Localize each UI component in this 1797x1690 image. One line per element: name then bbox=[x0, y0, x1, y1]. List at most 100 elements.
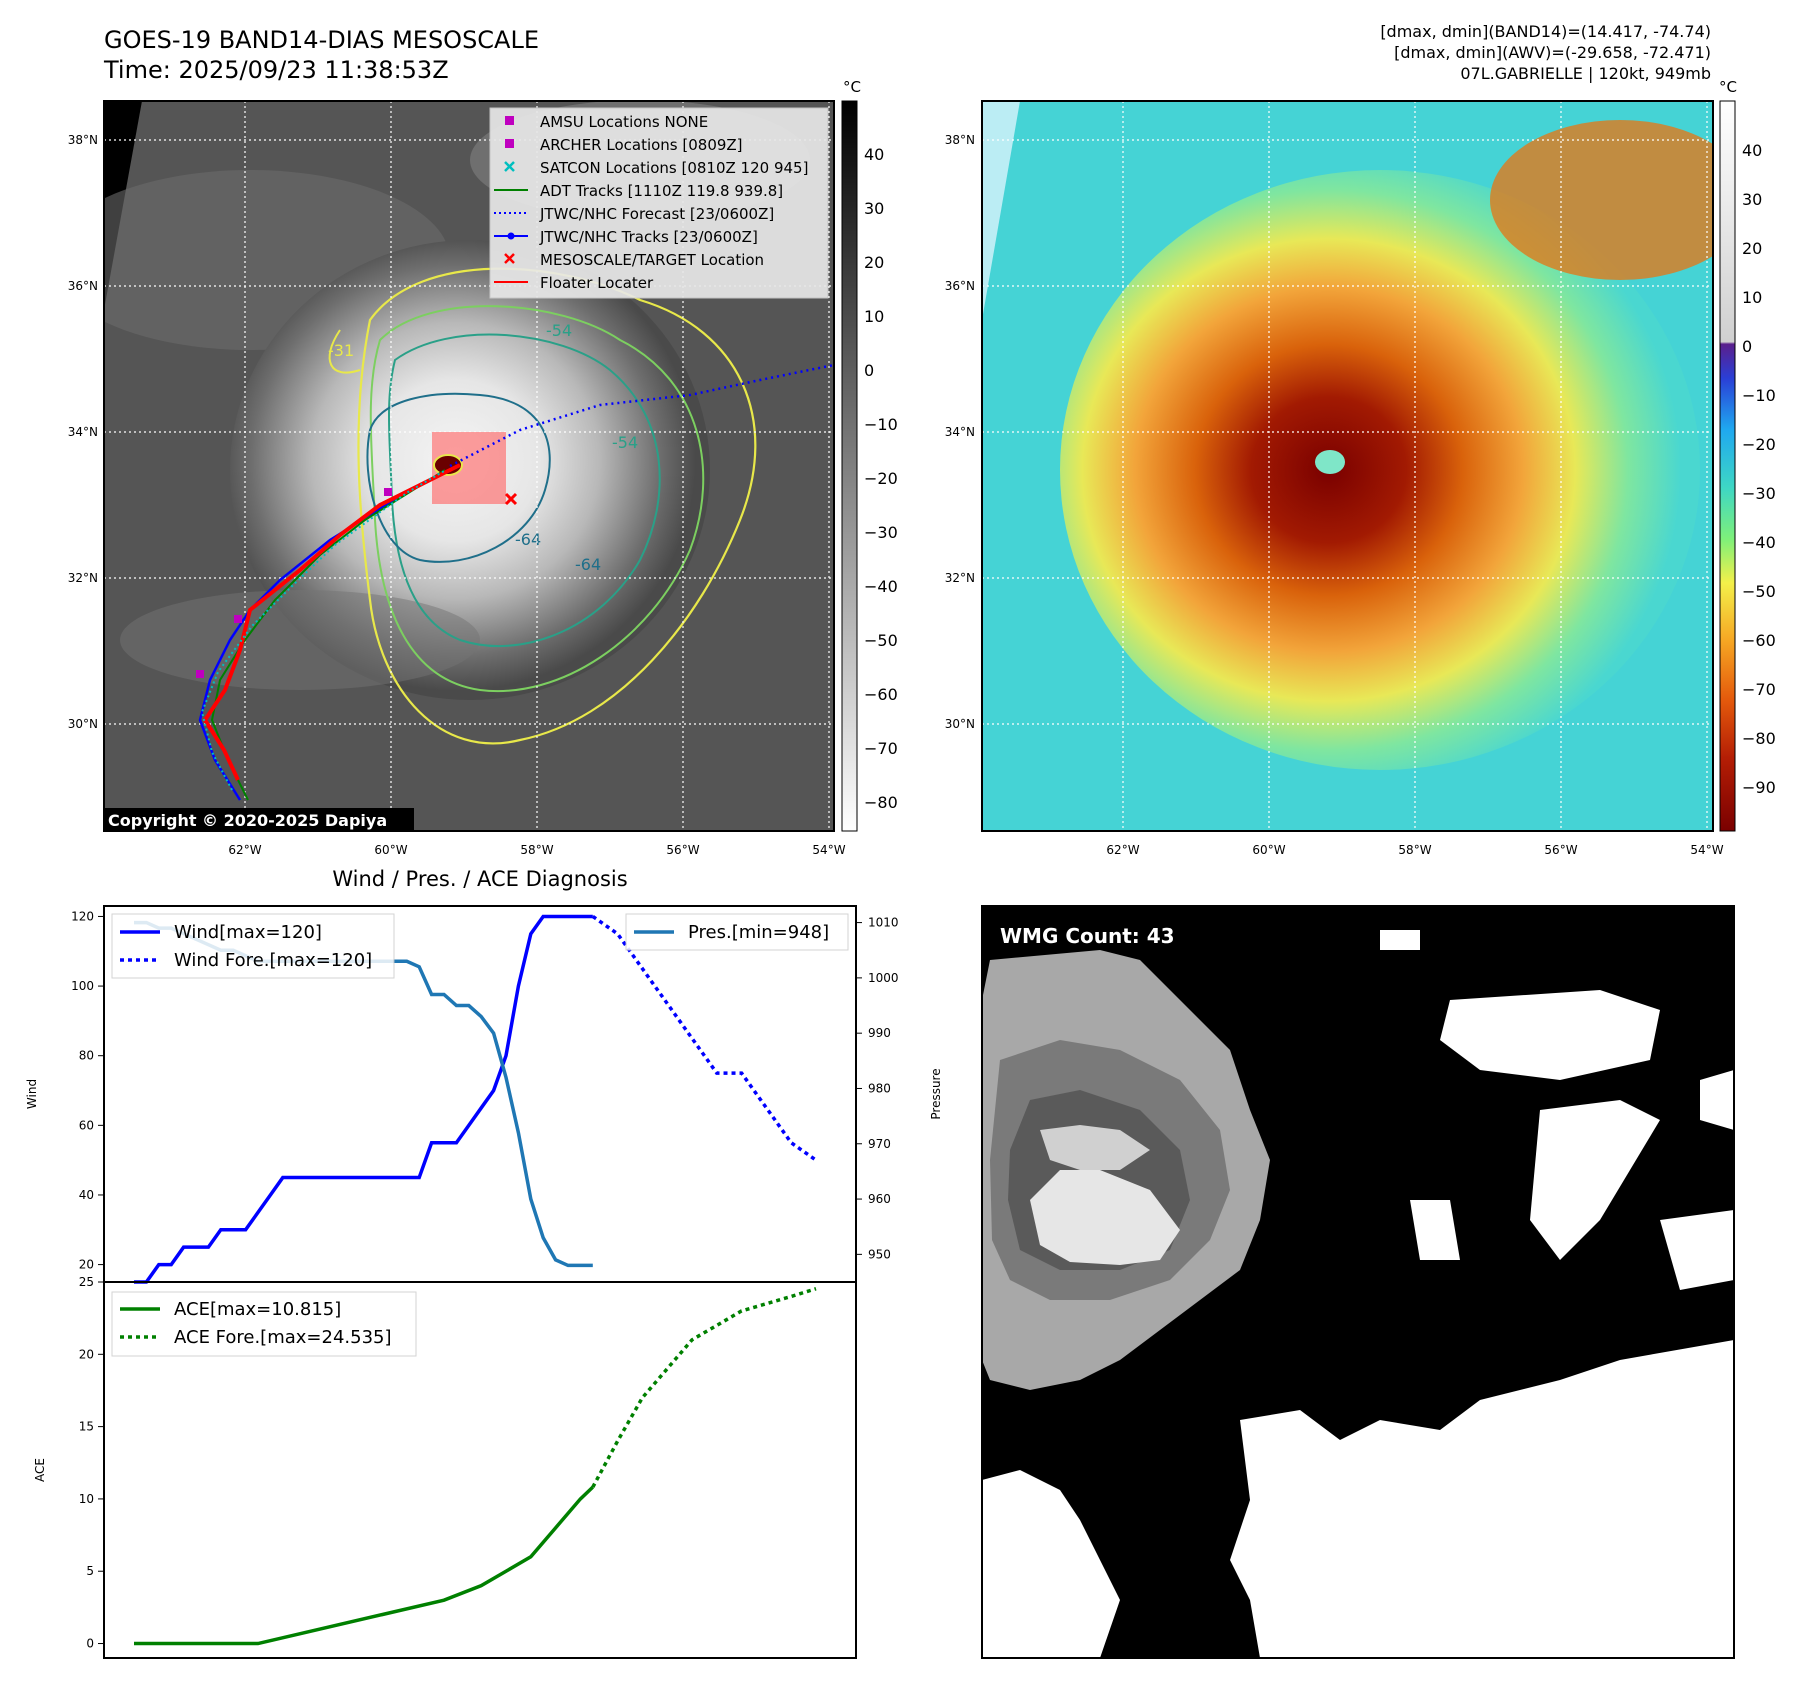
archer-marker bbox=[234, 615, 242, 623]
legend-floater-label: Floater Locater bbox=[540, 274, 654, 292]
colorbar-tick: 0 bbox=[864, 361, 874, 380]
legend-wind-label: Wind[max=120] bbox=[174, 922, 322, 943]
contour-label: -64 bbox=[575, 555, 601, 574]
colorbar-tick: −60 bbox=[864, 685, 898, 704]
colorbar-tick: 20 bbox=[1742, 239, 1762, 258]
y-tick-label: 80 bbox=[79, 1049, 94, 1063]
legend-satcon-marker bbox=[504, 161, 515, 172]
colorbar-tick: 10 bbox=[1742, 288, 1762, 307]
y2-tick-label: 960 bbox=[868, 1192, 891, 1206]
wmg-bright-upper bbox=[1040, 1125, 1150, 1170]
wmg-white-regions bbox=[982, 930, 1734, 1658]
contour-label: -54 bbox=[546, 321, 572, 340]
legend-amsu-marker bbox=[505, 116, 514, 125]
lon-label: 58°W bbox=[520, 843, 553, 857]
colorbar-tick: −50 bbox=[864, 631, 898, 650]
lon-label: 54°W bbox=[1690, 843, 1723, 857]
colorbar-tick: −10 bbox=[864, 415, 898, 434]
colorbar-tick: −50 bbox=[1742, 582, 1776, 601]
map-legend: AMSU Locations NONE ARCHER Locations [08… bbox=[489, 107, 829, 299]
y2-tick-label: 980 bbox=[868, 1081, 891, 1095]
colorbar-tick: 40 bbox=[1742, 141, 1762, 160]
colorbar-unit: °C bbox=[843, 78, 861, 96]
legend-forecast-label: JTWC/NHC Forecast [23/0600Z] bbox=[539, 205, 774, 223]
forecast-track bbox=[449, 363, 834, 468]
lat-label: 32°N bbox=[945, 571, 975, 585]
chart-title-line1: GOES-19 BAND14-DIAS MESOSCALE bbox=[104, 26, 540, 54]
legend-satcon-label: SATCON Locations [0810Z 120 945] bbox=[540, 159, 808, 177]
colorbar-tick: −30 bbox=[1742, 484, 1776, 503]
colorbar-tick: −70 bbox=[1742, 680, 1776, 699]
lon-label: 62°W bbox=[1106, 843, 1139, 857]
wmg-bright-core bbox=[1030, 1170, 1180, 1265]
colorbar-tick: −80 bbox=[1742, 729, 1776, 748]
storm-wv-shield bbox=[1060, 170, 1700, 770]
ace-axes-frame bbox=[103, 1281, 857, 1659]
legend-archer-label: ARCHER Locations [0809Z] bbox=[540, 136, 743, 154]
series-line bbox=[134, 914, 593, 1284]
archer-marker bbox=[196, 670, 204, 678]
legend-adt-label: ADT Tracks [1110Z 119.8 939.8] bbox=[540, 182, 783, 200]
y-tick-label: 20 bbox=[79, 1258, 94, 1272]
y-tick-label: 15 bbox=[79, 1420, 94, 1434]
y-tick-label: 40 bbox=[79, 1188, 94, 1202]
colorbar-tick: −30 bbox=[864, 523, 898, 542]
colorbar-tick: −40 bbox=[1742, 533, 1776, 552]
right-map-axis-labels: 38°N 36°N 34°N 32°N 30°N 62°W 60°W 58°W … bbox=[945, 133, 1724, 857]
legend-jtwc-label: JTWC/NHC Tracks [23/0600Z] bbox=[539, 228, 758, 246]
y-tick-label: 25 bbox=[79, 1275, 94, 1289]
lat-label: 38°N bbox=[68, 133, 98, 147]
archer-marker bbox=[384, 488, 392, 496]
y-tick-label: 120 bbox=[71, 909, 94, 923]
colorbar-tick: −80 bbox=[864, 793, 898, 812]
stats-line3: 07L.GABRIELLE | 120kt, 949mb bbox=[1460, 64, 1711, 83]
colorbar-tick: −40 bbox=[864, 577, 898, 596]
legend-ace-fore-label: ACE Fore.[max=24.535] bbox=[174, 1327, 392, 1348]
y2-tick-label: 970 bbox=[868, 1137, 891, 1151]
y2-tick-label: 1010 bbox=[868, 916, 899, 930]
lat-label: 30°N bbox=[945, 717, 975, 731]
legend-target-label: MESOSCALE/TARGET Location bbox=[540, 251, 764, 269]
series-line bbox=[134, 1485, 595, 1646]
lat-label: 32°N bbox=[68, 571, 98, 585]
lat-label: 34°N bbox=[945, 425, 975, 439]
colorbar-tick: 30 bbox=[1742, 190, 1762, 209]
wind-legend: Wind[max=120] Wind Fore.[max=120] bbox=[111, 913, 395, 979]
y-tick-label: 60 bbox=[79, 1118, 94, 1132]
y-tick-label: 0 bbox=[86, 1637, 94, 1651]
floater-track bbox=[202, 463, 461, 781]
colorbar-tick: 40 bbox=[864, 145, 884, 164]
colorbar-tick: −90 bbox=[1742, 778, 1776, 797]
chart-title-line2: Time: 2025/09/23 11:38:53Z bbox=[104, 56, 449, 84]
colorbar-left: °C 40 30 20 10 0 −10 −20 −30 −40 −50 −60… bbox=[841, 78, 898, 832]
colorbar-tick: −60 bbox=[1742, 631, 1776, 650]
y-tick-label: 5 bbox=[86, 1564, 94, 1578]
colorbar-tick: 0 bbox=[1742, 337, 1752, 356]
y-tick-label: 10 bbox=[79, 1492, 94, 1506]
contour-label: -31 bbox=[328, 341, 354, 360]
colorbar-right: °C 40 30 20 10 0 −10 −20 −30 −40 −50 −60… bbox=[1719, 78, 1776, 832]
y-tick-label: 20 bbox=[79, 1347, 94, 1361]
y-tick-label: 100 bbox=[71, 979, 94, 993]
contour-green bbox=[369, 305, 705, 693]
ace-legend: ACE[max=10.815] ACE Fore.[max=24.535] bbox=[111, 1291, 417, 1357]
lat-label: 34°N bbox=[68, 425, 98, 439]
ace-ylabel: ACE bbox=[33, 1458, 47, 1482]
diagnosis-title: Wind / Pres. / ACE Diagnosis bbox=[332, 867, 627, 891]
legend-archer-marker bbox=[505, 139, 514, 148]
colorbar-right-ticks: 40 30 20 10 0 −10 −20 −30 −40 −50 −60 −7… bbox=[1742, 141, 1776, 797]
colorbar-left-ticks: 40 30 20 10 0 −10 −20 −30 −40 −50 −60 −7… bbox=[864, 145, 898, 812]
lon-label: 58°W bbox=[1398, 843, 1431, 857]
wv-map-panel bbox=[982, 101, 1713, 831]
series-line bbox=[591, 1287, 817, 1488]
lat-label: 36°N bbox=[68, 279, 98, 293]
pressure-legend: Pres.[min=948] bbox=[625, 913, 849, 951]
colorbar-tick: −70 bbox=[864, 739, 898, 758]
contour-label: -64 bbox=[515, 530, 541, 549]
contour-label: -54 bbox=[612, 433, 638, 452]
stats-line1: [dmax, dmin](BAND14)=(14.417, -74.74) bbox=[1380, 22, 1711, 41]
y2-tick-label: 950 bbox=[868, 1247, 891, 1261]
satcon-track bbox=[200, 469, 447, 791]
ace-chart: 0 5 10 15 20 25 bbox=[79, 1275, 817, 1651]
